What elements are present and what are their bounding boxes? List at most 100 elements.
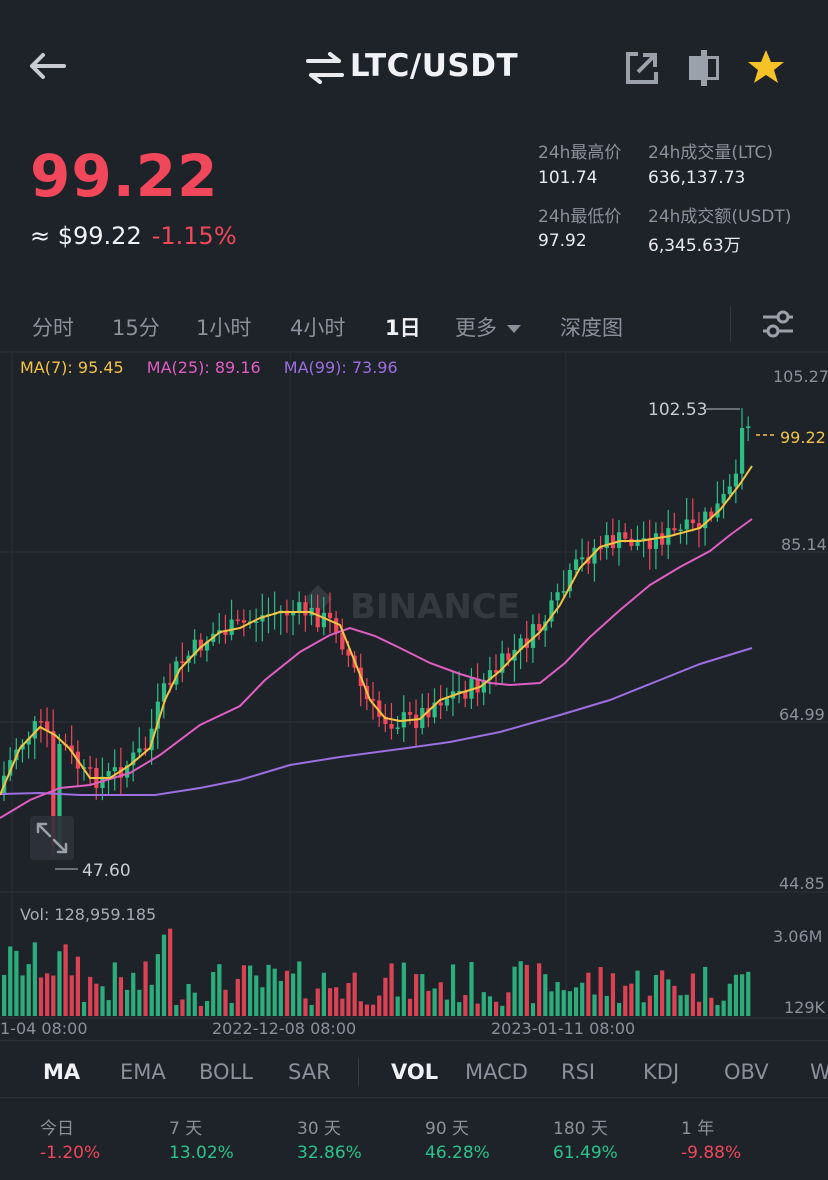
divider (0, 1040, 828, 1041)
indicator-kdj[interactable]: KDJ (643, 1060, 680, 1084)
candle-body (100, 776, 105, 789)
tab-1h[interactable]: 1小时 (196, 316, 252, 340)
indicator-divider (358, 1058, 359, 1086)
indicator-boll[interactable]: BOLL (199, 1060, 253, 1084)
candle-body (709, 511, 714, 518)
indicator-ma[interactable]: MA (43, 1060, 81, 1084)
volume-bar (309, 1005, 314, 1016)
tab-1d[interactable]: 1日 (385, 316, 421, 340)
tab-more-label: 更多 (455, 316, 497, 340)
tab-depth[interactable]: 深度图 (560, 316, 623, 340)
ma-legend: MA(7): 95.45 MA(25): 89.16 MA(99): 73.96 (20, 358, 398, 377)
y-tick-label: 105.27 (773, 367, 828, 386)
indicator-rsi[interactable]: RSI (561, 1060, 596, 1084)
perf-7d-label: 7 天 (169, 1119, 203, 1139)
indicator-sar[interactable]: SAR (288, 1060, 331, 1084)
candle-body (444, 698, 449, 706)
page-title[interactable]: LTC/USDT (349, 48, 519, 84)
candle-body (340, 632, 345, 650)
candle-body (112, 767, 117, 772)
candle-body (20, 744, 25, 750)
volume-bar (494, 1001, 499, 1016)
candle-body (684, 519, 689, 530)
candle-body (457, 690, 462, 693)
indicator-macd[interactable]: MACD (465, 1060, 528, 1084)
candle-body (297, 602, 302, 613)
candle-body (26, 738, 31, 745)
volume-bar (155, 954, 160, 1016)
volume-tick-label: 129K (784, 998, 826, 1017)
x-tick-label: 1-04 08:00 (0, 1019, 88, 1038)
perf-7d-value: 13.02% (169, 1143, 234, 1163)
swap-pair-icon[interactable] (305, 52, 345, 84)
candle-body (254, 621, 259, 623)
volume-bar (678, 995, 683, 1016)
candle-body (746, 426, 751, 429)
volume-bar (432, 988, 437, 1016)
tab-more[interactable]: 更多 (455, 312, 522, 342)
volume-bar (524, 964, 529, 1016)
tab-time-share[interactable]: 分时 (32, 316, 74, 340)
volume-bar (112, 962, 117, 1016)
volume-bar (555, 982, 560, 1016)
volume-bar (94, 983, 99, 1016)
candle-body (106, 771, 111, 777)
perf-180d-value: 61.49% (553, 1143, 618, 1163)
candle-body (660, 533, 665, 545)
indicator-vol[interactable]: VOL (391, 1060, 439, 1084)
indicator-ema[interactable]: EMA (120, 1060, 166, 1084)
volume-bar (395, 996, 400, 1016)
volume-bar (604, 995, 609, 1016)
volume-bar (291, 973, 296, 1016)
amount-label: 24h成交额(USDT) (648, 207, 792, 227)
share-icon[interactable] (624, 50, 660, 86)
volume-bar (647, 995, 652, 1016)
candle-body (118, 767, 124, 778)
candle-body (291, 612, 296, 616)
candle-body (432, 702, 437, 718)
volume-bar (469, 962, 474, 1016)
volume-label: Vol: 128,959.185 (20, 905, 156, 924)
expand-chart-icon[interactable] (30, 816, 74, 860)
candle-body (32, 721, 37, 739)
back-arrow-icon[interactable] (28, 52, 66, 80)
y-tick-label: 85.14 (781, 535, 827, 554)
volume-bar (530, 1003, 536, 1016)
tab-4h[interactable]: 4小时 (290, 316, 346, 340)
perf-1y-label: 1 年 (681, 1119, 715, 1139)
candle-body (389, 724, 394, 729)
volume-bar (629, 983, 634, 1016)
candle-body (647, 538, 652, 549)
volume-bar (327, 988, 333, 1016)
low-callout-label: 47.60 (82, 861, 131, 881)
volume-bar (26, 964, 31, 1016)
candle-body (555, 592, 560, 601)
chart-settings-icon[interactable] (760, 308, 796, 340)
volume-bar (137, 989, 142, 1016)
candle-body (223, 630, 228, 635)
candle-body (38, 721, 44, 723)
volume-bar (81, 1001, 87, 1016)
volume-bar (666, 979, 671, 1016)
perf-90d-value: 46.28% (425, 1143, 490, 1163)
candle-body (235, 619, 240, 622)
last-price-tag: 99.22 (780, 428, 826, 447)
candle-body (727, 486, 732, 494)
tab-15m[interactable]: 15分 (112, 316, 160, 340)
favorite-star-icon[interactable] (746, 48, 786, 86)
volume-bar (131, 972, 136, 1016)
candle-body (125, 765, 130, 778)
price-change: -1.15% (151, 222, 237, 250)
kline-chart[interactable]: BINANCE 102.53 47.60 105.27 85.14 64.99 … (0, 350, 828, 1040)
indicator-obv[interactable]: OBV (724, 1060, 769, 1084)
volume-label: 24h成交量(LTC) (648, 143, 774, 163)
chevron-down-icon (506, 325, 521, 333)
volume-bar (746, 971, 751, 1016)
volume-bar (272, 968, 277, 1016)
candle-body (8, 760, 13, 776)
y-tick-label: 44.85 (779, 874, 825, 893)
indicator-more[interactable]: W (810, 1060, 828, 1084)
volume-bar (149, 984, 154, 1016)
candle-body (327, 612, 333, 619)
compare-panel-icon[interactable] (686, 48, 722, 88)
